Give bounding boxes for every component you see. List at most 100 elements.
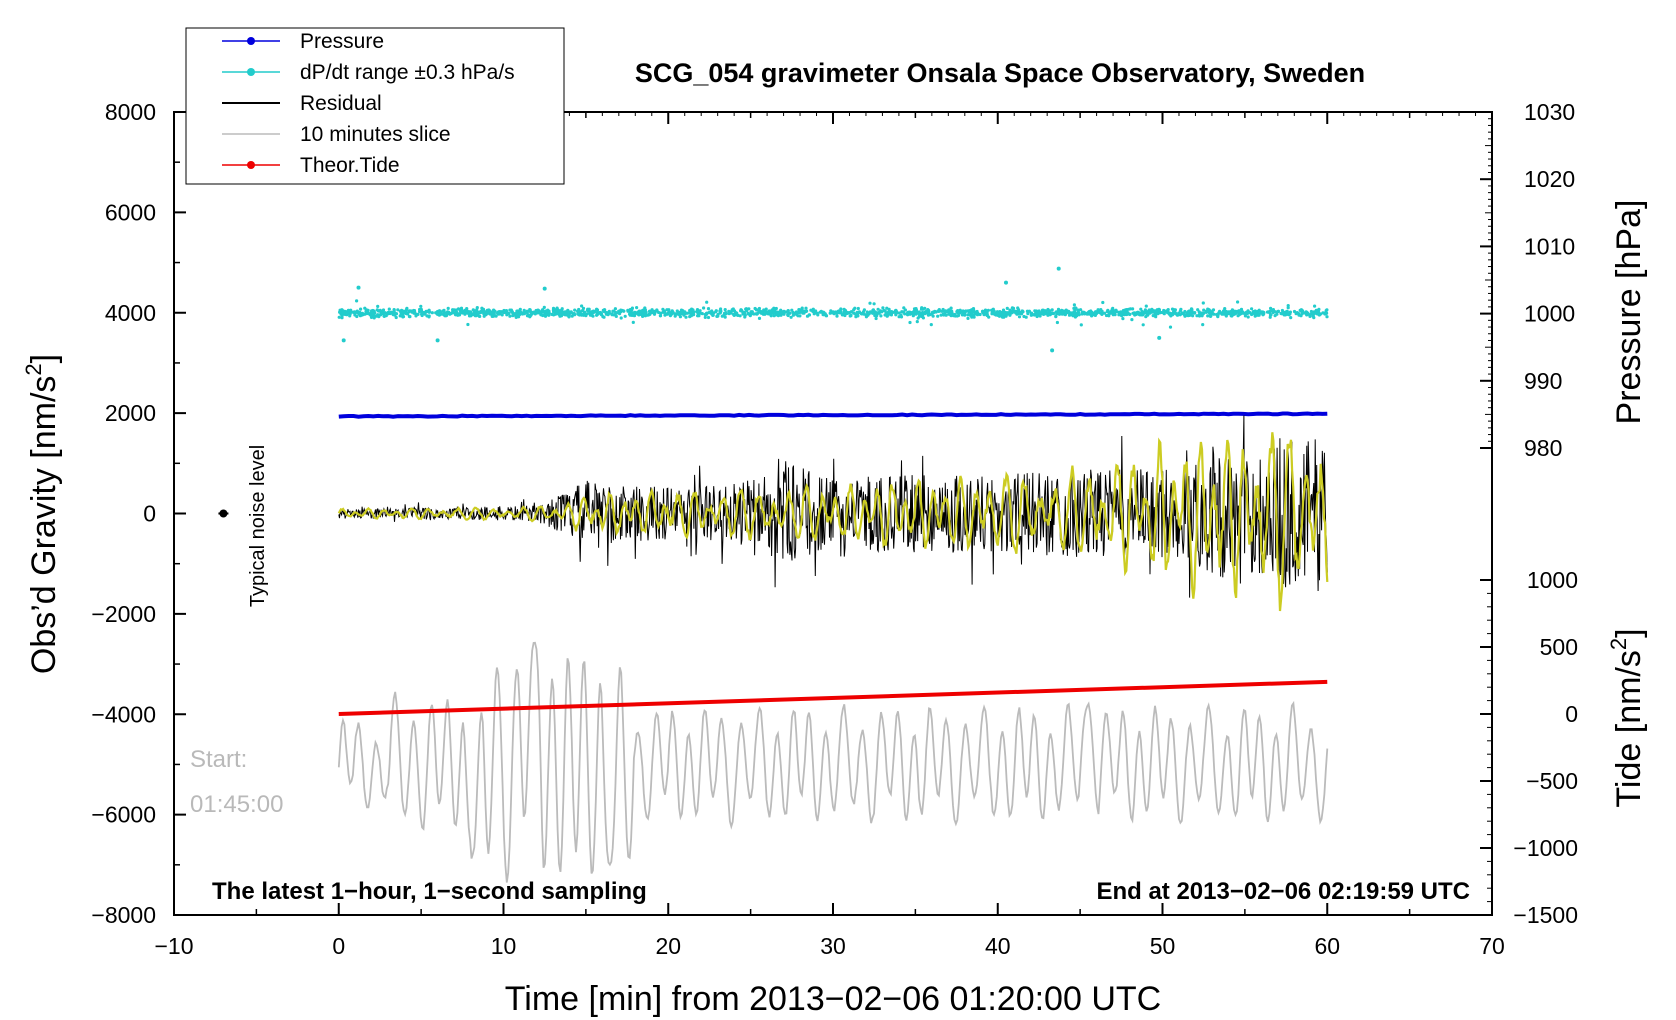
dpdt-point: [472, 311, 476, 315]
legend-swatch-marker: [247, 161, 255, 169]
dpdt-point: [788, 311, 792, 315]
dpdt-point: [369, 315, 374, 319]
dpdt-point: [677, 313, 682, 317]
dpdt-point: [353, 313, 357, 317]
dpdt-point: [1292, 309, 1297, 314]
dpdt-point: [466, 322, 470, 327]
dpdt-point: [345, 313, 349, 317]
dpdt-point: [706, 307, 711, 311]
dpdt-point: [1143, 308, 1147, 312]
dpdt-point: [652, 310, 656, 314]
dpdt-point: [477, 314, 481, 318]
y-axis-title-gravity-text: Obs’d Gravity [nm/s: [25, 376, 63, 675]
dpdt-point: [590, 313, 594, 317]
dpdt-point: [765, 311, 769, 315]
dpdt-point: [372, 309, 376, 313]
dpdt-point: [919, 307, 924, 311]
dpdt-point: [445, 311, 449, 315]
dpdt-point: [401, 315, 406, 319]
dpdt-point: [1316, 308, 1320, 312]
dpdt-point: [667, 308, 671, 312]
dpdt-point: [498, 310, 502, 314]
pressure-tick-label: 1010: [1524, 233, 1575, 259]
dpdt-point: [914, 310, 918, 314]
dpdt-point: [1067, 313, 1072, 317]
dpdt-point: [443, 314, 447, 318]
dpdt-point: [1195, 314, 1199, 318]
dpdt-point: [931, 314, 935, 318]
dpdt-point: [1236, 314, 1240, 318]
dpdt-point: [1209, 314, 1213, 318]
dpdt-point: [681, 309, 685, 313]
dpdt-point: [837, 310, 841, 314]
dpdt-point: [346, 308, 350, 312]
dpdt-point: [718, 311, 722, 315]
dpdt-point: [469, 311, 473, 315]
dpdt-point: [864, 315, 869, 319]
dpdt-point: [861, 312, 865, 316]
tide-tick-label: 500: [1540, 634, 1578, 660]
dpdt-point: [1017, 315, 1022, 319]
dpdt-point: [614, 314, 618, 318]
dpdt-point: [641, 314, 645, 318]
dpdt-point: [879, 314, 883, 318]
y-tick-label: 0: [143, 501, 156, 527]
dpdt-point: [1101, 300, 1105, 305]
dpdt-point: [671, 311, 675, 315]
dpdt-point: [873, 312, 877, 316]
tide-tick-label: −1000: [1513, 835, 1578, 861]
pressure-tick-label: 1030: [1524, 99, 1575, 125]
dpdt-point: [970, 315, 974, 319]
dpdt-point: [908, 320, 912, 325]
dpdt-point: [982, 312, 986, 316]
dpdt-point: [628, 309, 632, 314]
dpdt-point: [1268, 309, 1272, 313]
dpdt-point: [1182, 312, 1187, 316]
dpdt-point: [710, 309, 714, 313]
dpdt-point: [1008, 308, 1012, 312]
dpdt-point: [666, 311, 670, 315]
tide-tick-label: 1000: [1527, 567, 1578, 593]
dpdt-point: [1236, 300, 1240, 304]
dpdt-point: [1099, 308, 1103, 312]
dpdt-point: [1056, 307, 1061, 311]
dpdt-point: [839, 311, 843, 315]
dpdt-point: [1133, 313, 1137, 317]
dpdt-point: [517, 315, 521, 319]
dpdt-point: [1311, 312, 1315, 316]
dpdt-point: [835, 314, 839, 318]
dpdt-point: [789, 315, 793, 319]
dpdt-point: [1107, 310, 1111, 314]
dpdt-point: [414, 314, 418, 318]
dpdt-point: [964, 309, 968, 313]
dpdt-point: [786, 313, 790, 317]
dpdt-point: [889, 312, 894, 316]
dpdt-point: [921, 313, 925, 317]
legend-label: Residual: [300, 92, 382, 115]
y-axis-title-gravity-tail: ]: [25, 354, 63, 363]
dpdt-point: [469, 314, 473, 318]
dpdt-point: [1197, 312, 1202, 316]
dpdt-point: [829, 309, 833, 313]
dpdt-point: [430, 311, 434, 315]
dpdt-point: [877, 311, 881, 315]
dpdt-point: [1141, 323, 1145, 327]
dpdt-point: [438, 311, 442, 315]
dpdt-point: [706, 315, 711, 320]
dpdt-point: [903, 308, 908, 312]
x-tick-label: 50: [1150, 933, 1176, 959]
dpdt-point: [894, 308, 898, 312]
dpdt-point: [536, 308, 540, 312]
dpdt-point: [712, 311, 716, 315]
dpdt-point: [1057, 312, 1061, 316]
dpdt-point: [953, 312, 957, 317]
dpdt-point: [852, 308, 856, 312]
dpdt-point: [956, 313, 961, 318]
dpdt-point: [355, 299, 359, 303]
x-tick-label: 10: [491, 933, 517, 959]
dpdt-point: [366, 310, 370, 314]
pressure-tick-label: 1000: [1524, 301, 1575, 327]
dpdt-point: [1305, 312, 1309, 316]
dpdt-point: [1206, 314, 1210, 318]
y-tick-label: 8000: [105, 99, 156, 125]
